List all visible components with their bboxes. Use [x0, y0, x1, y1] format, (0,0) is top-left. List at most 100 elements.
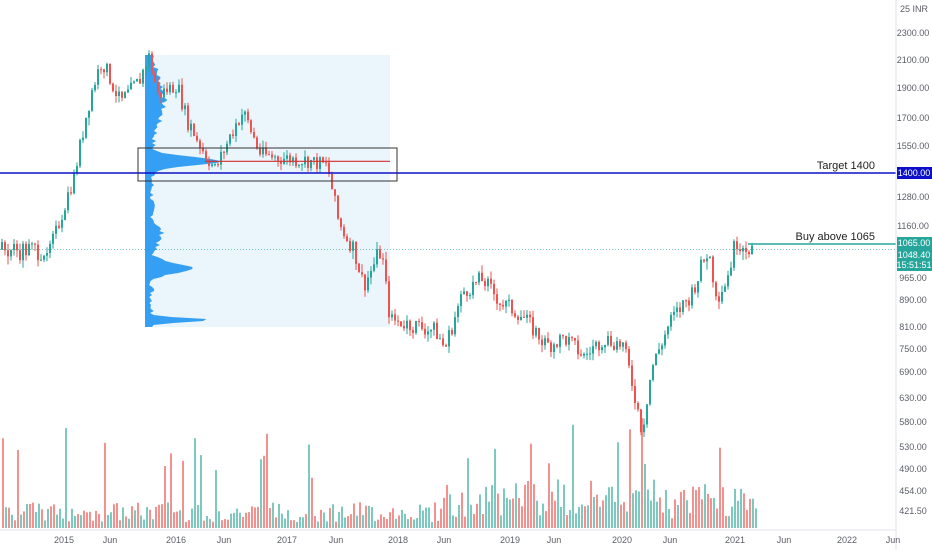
volume-bar: [569, 510, 571, 528]
volume-bar: [566, 515, 568, 528]
candle-body: [706, 258, 708, 262]
candle-body: [445, 345, 447, 347]
candle-body: [388, 281, 390, 318]
target-price-badge: [897, 167, 932, 179]
volume-bar: [602, 500, 604, 528]
candle-body: [712, 256, 714, 283]
volume-bar: [389, 512, 391, 528]
candle-body: [304, 156, 306, 165]
candle-body: [739, 249, 741, 252]
volume-bar: [674, 499, 676, 528]
candle-body: [535, 328, 537, 336]
candle-body: [394, 314, 396, 321]
price-tick-label: 421.50: [899, 506, 927, 516]
price-tick-label: 1160.00: [897, 221, 929, 231]
candle-body: [16, 243, 18, 251]
volume-bar: [656, 501, 658, 528]
candle-body: [679, 307, 681, 312]
volume-bar: [44, 520, 46, 528]
volume-bar: [104, 442, 106, 528]
candle-body: [250, 120, 252, 132]
volume-bar: [62, 518, 64, 528]
candle-body: [532, 317, 534, 336]
candle-body: [475, 281, 477, 283]
volume-bar: [395, 518, 397, 528]
volume-bar: [122, 507, 124, 528]
volume-bar: [140, 515, 142, 528]
volume-bar: [590, 480, 592, 528]
volume-bar: [245, 512, 247, 528]
candle-body: [70, 192, 72, 194]
candle-body: [580, 354, 582, 356]
volume-bar: [218, 511, 220, 528]
volume-bar: [281, 513, 283, 528]
price-candles: [1, 50, 753, 437]
volume-bar: [695, 490, 697, 528]
volume-bar: [137, 502, 139, 528]
volume-bar: [350, 514, 352, 528]
volume-bar: [182, 460, 184, 528]
volume-bar: [41, 509, 43, 528]
candle-body: [94, 84, 96, 91]
volume-bar: [422, 510, 424, 528]
time-tick-label: 2016: [166, 535, 186, 545]
volume-bar: [317, 521, 319, 528]
volume-bar: [257, 506, 259, 528]
volume-bar: [500, 515, 502, 528]
candle-body: [469, 295, 471, 297]
candle-body: [451, 330, 453, 335]
candle-body: [622, 342, 624, 347]
volume-bar: [668, 509, 670, 528]
volume-profile: [145, 55, 390, 327]
candle-body: [688, 300, 690, 306]
candle-body: [307, 156, 309, 168]
candle-body: [436, 322, 438, 339]
candle-body: [229, 134, 231, 144]
price-tick-label: 1280.00: [897, 192, 930, 202]
volume-bar: [224, 519, 226, 528]
volume-bar: [92, 520, 94, 528]
candle-body: [463, 291, 465, 295]
volume-bar: [299, 517, 301, 528]
volume-bar: [377, 519, 379, 528]
price-tick-label: 890.00: [899, 295, 927, 305]
candle-body: [103, 69, 105, 73]
volume-bar: [542, 503, 544, 528]
volume-bar: [416, 518, 418, 528]
volume-bar: [491, 485, 493, 528]
volume-bar: [161, 504, 163, 528]
volume-bar: [743, 493, 745, 528]
candle-body: [634, 386, 636, 403]
candle-body: [124, 92, 126, 98]
volume-bar: [119, 520, 121, 528]
candle-body: [460, 294, 462, 306]
candle-body: [487, 278, 489, 287]
volume-bar: [197, 505, 199, 528]
candle-body: [709, 256, 711, 259]
volume-bar: [428, 507, 430, 528]
volume-bar: [359, 502, 361, 528]
volume-bar: [98, 513, 100, 528]
candle-body: [697, 281, 699, 293]
volume-bar: [278, 503, 280, 528]
candle-body: [274, 156, 276, 158]
volume-bar: [446, 484, 448, 528]
volume-bar: [14, 520, 16, 528]
candle-body: [751, 245, 753, 255]
candle-body: [670, 314, 672, 327]
volume-bar: [608, 487, 610, 528]
volume-bar: [167, 502, 169, 528]
candle-body: [700, 259, 702, 281]
volume-bar: [722, 487, 724, 528]
candle-body: [367, 277, 369, 291]
volume-bar: [287, 510, 289, 528]
candle-body: [289, 155, 291, 163]
candle-body: [328, 162, 330, 174]
candle-body: [346, 236, 348, 241]
volume-bar: [203, 520, 205, 528]
candle-body: [121, 91, 123, 98]
volume-bar: [671, 518, 673, 528]
volume-bar: [23, 511, 25, 528]
